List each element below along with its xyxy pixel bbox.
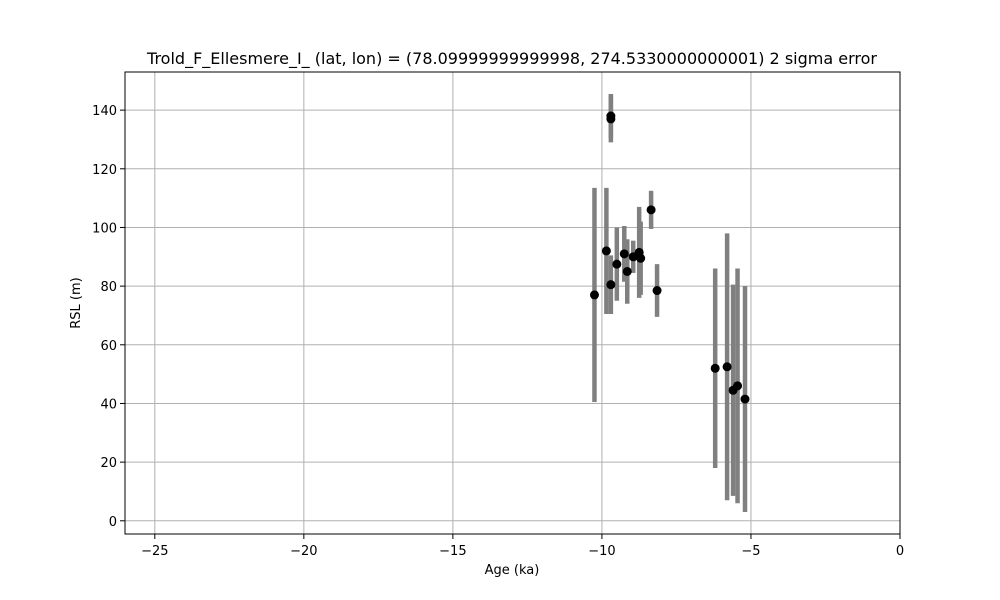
y-ticks: 0 20 40 60 80 100 120 140 [92, 104, 125, 530]
x-tick-label: −20 [290, 544, 317, 559]
data-point [619, 249, 629, 259]
data-point [722, 362, 732, 372]
data-point [606, 280, 616, 290]
grid [125, 72, 901, 534]
y-tick-label: 40 [100, 397, 117, 412]
y-tick-label: 100 [92, 221, 117, 236]
points [589, 111, 750, 404]
y-tick-label: 20 [100, 456, 117, 471]
data-point [710, 363, 720, 373]
y-tick-label: 140 [92, 104, 117, 119]
x-tick-label: −10 [588, 544, 615, 559]
x-axis-label: Age (ka) [485, 563, 540, 578]
data-point [636, 253, 646, 263]
data-point [622, 266, 632, 276]
data-point [601, 246, 611, 256]
x-tick-label: 0 [896, 544, 904, 559]
x-ticks: −25 −20 −15 −10 −5 0 [141, 534, 904, 559]
y-tick-label: 60 [100, 339, 117, 354]
data-point [606, 114, 616, 124]
x-tick-label: −5 [741, 544, 760, 559]
x-tick-label: −15 [439, 544, 466, 559]
chart-title: Trold_F_Ellesmere_I_ (lat, lon) = (78.09… [146, 49, 877, 69]
y-tick-label: 120 [92, 163, 117, 178]
x-tick-label: −25 [141, 544, 168, 559]
errorbars [592, 94, 748, 512]
data-point [589, 290, 599, 300]
y-tick-label: 0 [109, 515, 117, 530]
data-point [733, 381, 743, 391]
data-point [740, 394, 750, 404]
y-tick-label: 80 [100, 280, 117, 295]
data-point [646, 205, 656, 215]
data-point [652, 286, 662, 296]
y-axis-label: RSL (m) [69, 277, 84, 328]
plot-frame [124, 71, 901, 535]
data-point [612, 259, 622, 269]
